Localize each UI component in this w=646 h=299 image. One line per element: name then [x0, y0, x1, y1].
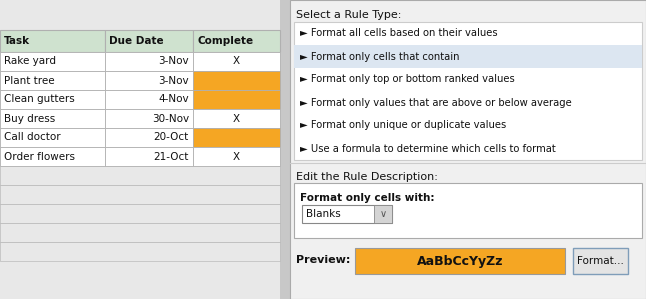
Text: Clean gutters: Clean gutters: [4, 94, 75, 104]
Bar: [193, 30, 280, 52]
Bar: [0, 147, 105, 166]
Text: 3-Nov: 3-Nov: [158, 76, 189, 86]
Bar: [105, 52, 193, 71]
Text: Format only cells with:: Format only cells with:: [300, 193, 435, 203]
Bar: [105, 90, 193, 109]
Text: X: X: [233, 152, 240, 161]
Text: ► Format only values that are above or below average: ► Format only values that are above or b…: [300, 97, 572, 108]
Bar: [105, 147, 193, 166]
Text: AaBbCcYyZz: AaBbCcYyZz: [417, 254, 503, 268]
Bar: [0, 223, 280, 242]
Text: Edit the Rule Description:: Edit the Rule Description:: [296, 172, 438, 182]
Text: ∨: ∨: [379, 209, 386, 219]
Text: Order flowers: Order flowers: [4, 152, 75, 161]
Bar: [193, 109, 280, 128]
Bar: [105, 71, 193, 90]
Bar: [302, 205, 392, 223]
Bar: [0, 166, 280, 185]
Text: Plant tree: Plant tree: [4, 76, 55, 86]
Bar: [193, 128, 280, 147]
Bar: [105, 109, 193, 128]
Bar: [0, 204, 280, 223]
Text: Preview:: Preview:: [296, 255, 350, 265]
Text: 4-Nov: 4-Nov: [158, 94, 189, 104]
Text: ► Use a formula to determine which cells to format: ► Use a formula to determine which cells…: [300, 144, 556, 153]
Bar: [573, 248, 628, 274]
Text: Rake yard: Rake yard: [4, 57, 56, 66]
Text: 20-Oct: 20-Oct: [154, 132, 189, 143]
Bar: [0, 0, 280, 299]
Bar: [374, 205, 392, 223]
Text: Format...: Format...: [577, 256, 624, 266]
Text: ► Format all cells based on their values: ► Format all cells based on their values: [300, 28, 497, 39]
Bar: [105, 30, 193, 52]
Bar: [0, 52, 105, 71]
Text: Task: Task: [4, 36, 30, 46]
Bar: [193, 147, 280, 166]
Bar: [105, 128, 193, 147]
Text: ► Format only cells that contain: ► Format only cells that contain: [300, 51, 459, 62]
Bar: [294, 183, 642, 238]
Bar: [0, 71, 105, 90]
Text: 30-Nov: 30-Nov: [152, 114, 189, 123]
Text: Buy dress: Buy dress: [4, 114, 56, 123]
Bar: [294, 22, 642, 160]
Text: Due Date: Due Date: [109, 36, 163, 46]
Bar: [0, 185, 280, 204]
Text: X: X: [233, 57, 240, 66]
Bar: [193, 90, 280, 109]
Bar: [290, 0, 646, 299]
Bar: [294, 45, 642, 68]
Bar: [0, 128, 105, 147]
Text: 21-Oct: 21-Oct: [154, 152, 189, 161]
Text: ► Format only unique or duplicate values: ► Format only unique or duplicate values: [300, 120, 506, 130]
Bar: [355, 248, 565, 274]
Bar: [0, 242, 280, 261]
Bar: [0, 0, 281, 299]
Bar: [0, 90, 105, 109]
Bar: [193, 71, 280, 90]
Text: Select a Rule Type:: Select a Rule Type:: [296, 10, 401, 20]
Bar: [193, 52, 280, 71]
Text: X: X: [233, 114, 240, 123]
Text: 3-Nov: 3-Nov: [158, 57, 189, 66]
Bar: [0, 30, 105, 52]
Text: ► Format only top or bottom ranked values: ► Format only top or bottom ranked value…: [300, 74, 515, 85]
Bar: [0, 109, 105, 128]
Text: Blanks: Blanks: [306, 209, 340, 219]
Text: Complete: Complete: [197, 36, 253, 46]
Text: Call doctor: Call doctor: [4, 132, 61, 143]
